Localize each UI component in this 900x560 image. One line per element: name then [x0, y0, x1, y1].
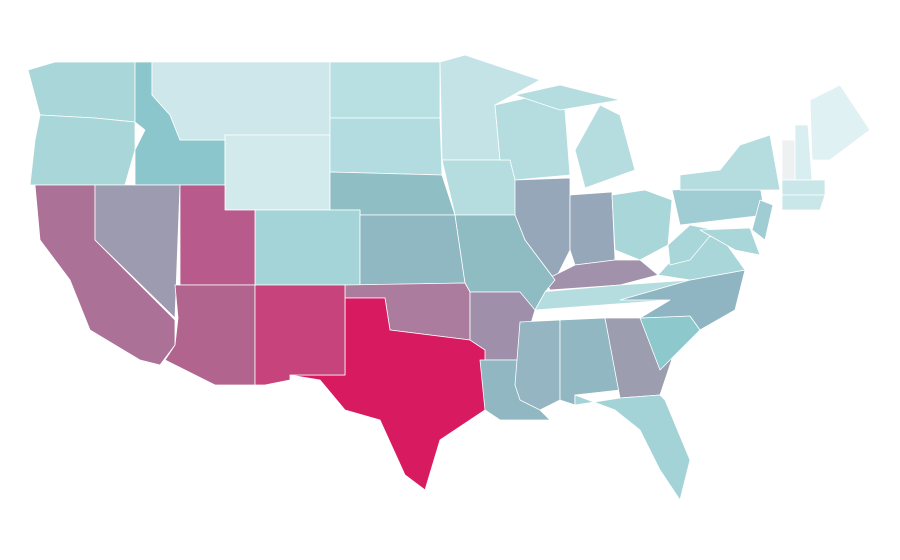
state: [254, 209, 361, 286]
state: [514, 319, 561, 411]
state: [329, 61, 441, 119]
state: [751, 199, 774, 241]
state: [611, 189, 673, 261]
state: [574, 394, 691, 501]
state: [794, 124, 813, 181]
state: [151, 61, 331, 141]
state: [699, 227, 761, 256]
state: [781, 194, 826, 211]
state: [359, 214, 466, 286]
state: [254, 284, 346, 386]
state: [574, 104, 636, 189]
state: [569, 191, 616, 266]
state: [94, 184, 181, 319]
state: [781, 179, 826, 196]
state: [224, 134, 331, 211]
state: [781, 139, 796, 181]
state: [679, 134, 781, 191]
state: [29, 114, 136, 186]
state: [671, 184, 766, 226]
state: [809, 84, 871, 161]
state: [667, 224, 716, 266]
state: [544, 259, 659, 291]
state: [27, 61, 136, 123]
state: [514, 84, 621, 111]
state: [329, 117, 443, 176]
state: [289, 297, 486, 491]
state: [164, 284, 256, 386]
state: [329, 171, 456, 216]
